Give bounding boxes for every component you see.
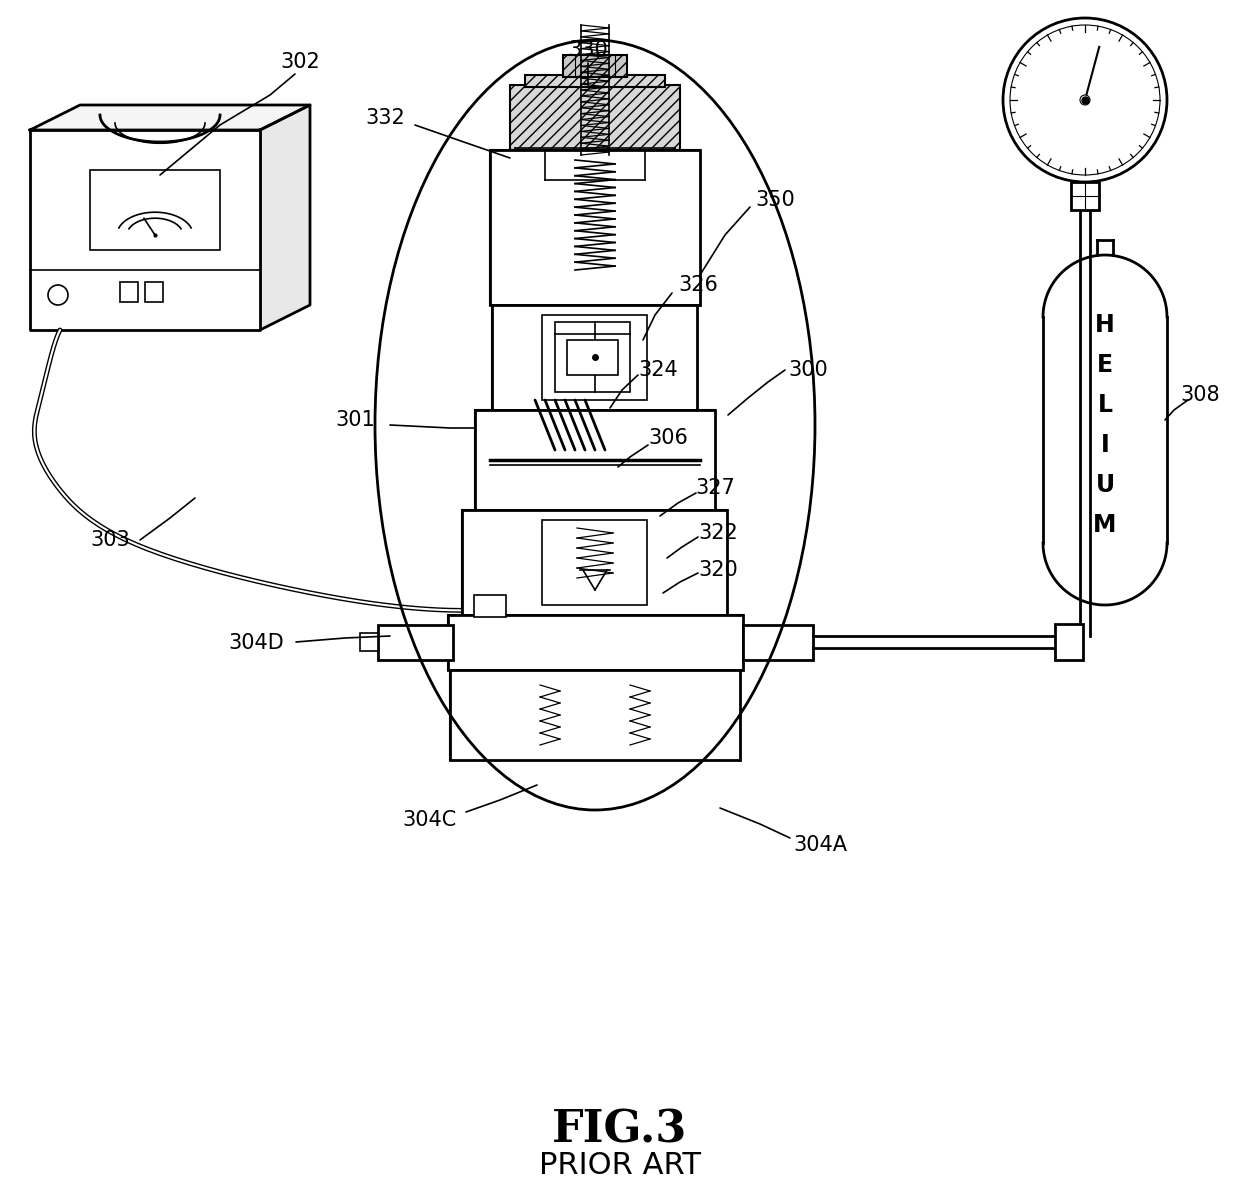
Bar [120,282,138,302]
Bar [492,305,697,411]
Bar [743,625,813,660]
Bar [510,85,680,150]
Text: 320: 320 [698,560,738,580]
Text: I: I [1101,433,1110,458]
Bar [475,411,523,510]
Text: 304C: 304C [403,810,458,830]
Bar [378,625,453,660]
Bar [490,150,546,305]
Bar [556,321,630,393]
Text: 303: 303 [91,530,130,550]
Bar [448,615,503,669]
Bar [567,340,618,374]
Bar [450,669,500,760]
Bar [145,282,162,302]
Text: 308: 308 [1180,385,1220,405]
Text: 304A: 304A [794,836,847,855]
Bar [450,669,740,760]
Bar [91,170,219,250]
Text: PRIOR ART: PRIOR ART [539,1151,701,1180]
Text: 304D: 304D [228,633,284,653]
Text: L: L [1097,393,1112,417]
Bar [645,150,701,305]
Text: 300: 300 [789,360,828,380]
Text: 326: 326 [678,275,718,295]
Polygon shape [1043,255,1167,317]
Bar [500,669,689,760]
Bar [525,75,665,87]
Bar [1043,0,1167,153]
Bar [474,595,506,616]
Text: FIG.3: FIG.3 [552,1109,688,1151]
Text: H: H [1095,313,1115,337]
Bar [667,411,715,510]
Text: U: U [1095,473,1115,497]
Text: 324: 324 [639,360,678,380]
Bar [515,510,675,615]
Bar [675,510,727,615]
Bar [542,520,647,604]
Text: 330: 330 [568,40,608,60]
Polygon shape [1043,543,1167,604]
Text: 322: 322 [698,523,738,543]
Polygon shape [30,130,260,330]
Bar [448,615,743,669]
Text: 350: 350 [755,190,795,209]
Bar [475,411,715,510]
Polygon shape [30,105,310,130]
Bar [689,669,740,760]
Circle shape [1080,95,1090,105]
Circle shape [1003,18,1167,182]
Bar [523,411,667,510]
Bar [563,55,627,77]
Bar [688,615,743,669]
Bar [492,305,542,411]
Bar [503,615,688,669]
Bar [542,315,647,400]
Text: E: E [1097,353,1114,377]
Bar [542,305,647,411]
Text: 332: 332 [365,108,405,128]
Polygon shape [260,105,310,330]
Bar [463,510,515,615]
Bar [647,305,697,411]
Text: 327: 327 [696,478,735,498]
Bar [490,150,701,305]
Bar [1071,182,1099,209]
Bar [546,150,645,305]
Text: 306: 306 [649,427,688,448]
Circle shape [48,285,68,305]
Text: 301: 301 [335,411,374,430]
Bar [463,510,727,615]
Text: M: M [1094,513,1117,537]
Text: 302: 302 [280,52,320,72]
Bar [360,633,378,651]
Bar [1055,624,1083,660]
